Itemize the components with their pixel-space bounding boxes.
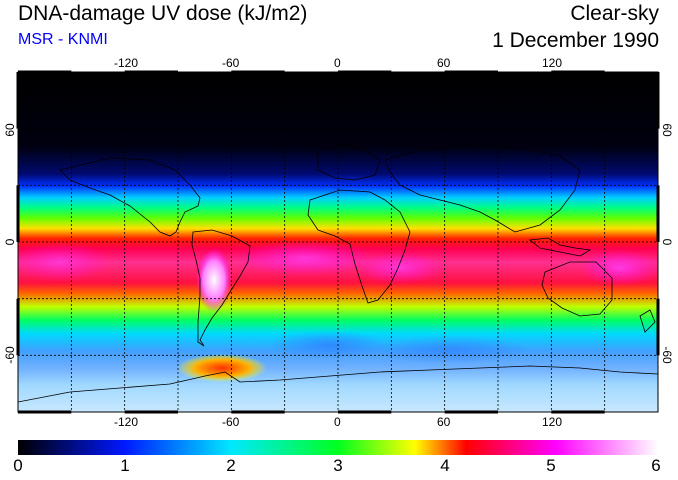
south-america-coast [191,229,251,347]
longitude-tick-bottom-2: -60 [222,415,240,429]
latitude-tick-left-1: 60 [3,123,17,137]
colorbar-label-3: 3 [333,456,343,475]
antarctica-coast [18,365,658,403]
longitude-tick-bottom-5: 120 [542,415,563,429]
latitude-tick-right-1: 60 [660,123,674,137]
colorbar-scale [18,440,658,455]
andes-hotspot [196,248,232,312]
antarctic-peninsula-hotspot [177,354,267,382]
colorbar-label-0: 0 [13,456,23,475]
coastlines [18,144,658,403]
east-pacific-hotspot [18,242,110,282]
map-title: DNA-damage UV dose (kJ/m2) [18,2,308,25]
africa-coast [307,189,411,304]
longitude-tick-top-4: 60 [437,56,451,70]
south-atlantic-hotspot [235,240,375,276]
colorbar-label-2: 2 [226,456,236,475]
africa-hotspot [355,252,445,284]
latitude-tick-right-3: -60 [660,346,674,364]
longitude-tick-top-3: 0 [334,56,341,70]
new-zealand-coast [639,309,656,333]
longitude-tick-top-1: -120 [114,56,139,70]
latitude-tick-left-2: 0 [3,238,17,246]
frame-ticks [16,70,660,414]
longitude-tick-bottom-4: 60 [437,415,451,429]
europe-coast [317,144,381,181]
latitude-tick-right-2: 0 [660,238,674,246]
data-source: MSR - KNMI [18,31,108,48]
colorbar-label-1: 1 [120,456,130,475]
longitude-tick-bottom-3: 0 [334,415,341,429]
longitude-tick-top-2: -60 [222,56,240,70]
australia-coast [541,261,613,317]
north-america-coast [59,157,201,237]
pacific-hotspot [580,250,658,286]
colorbar-label-6: 6 [651,456,661,475]
colorbar-label-4: 4 [440,456,450,475]
indonesia-coast [528,237,592,257]
indian-ocean-cool [370,336,530,364]
graticule [18,72,658,412]
sky-condition: Clear-sky [570,2,659,25]
longitude-tick-top-5: 120 [542,56,563,70]
latitude-tick-left-3: -60 [3,346,17,364]
colorbar-label-5: 5 [546,456,556,475]
longitude-tick-bottom-1: -120 [114,415,139,429]
asia-coast [384,144,581,233]
map-date: 1 December 1990 [492,29,659,52]
south-atlantic-cool [270,331,390,359]
